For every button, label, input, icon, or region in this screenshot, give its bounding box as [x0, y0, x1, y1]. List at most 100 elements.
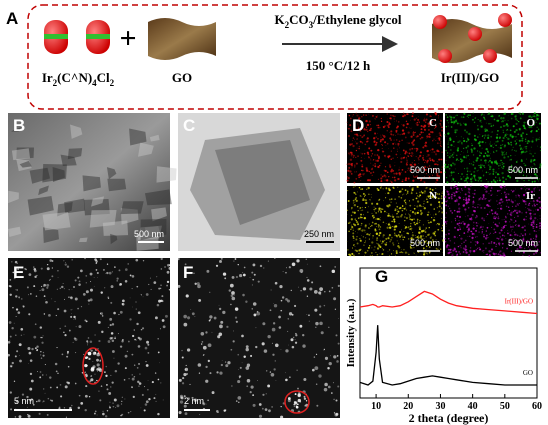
- speck: [476, 215, 478, 217]
- speck: [233, 330, 235, 332]
- speck: [335, 399, 338, 402]
- speck: [33, 268, 37, 271]
- speck: [109, 317, 113, 321]
- speck: [526, 133, 528, 136]
- speck: [371, 215, 374, 217]
- speck: [369, 200, 371, 202]
- speck: [157, 337, 159, 340]
- speck: [414, 176, 416, 178]
- speck: [439, 248, 442, 250]
- speck: [166, 270, 170, 274]
- speck: [400, 154, 401, 155]
- speck: [463, 198, 465, 201]
- speck: [419, 191, 421, 194]
- speck: [389, 131, 391, 133]
- speck: [270, 289, 272, 291]
- speck: [493, 143, 495, 145]
- speck: [93, 285, 95, 287]
- speck: [419, 156, 420, 158]
- speck: [355, 133, 358, 136]
- speck: [499, 251, 501, 253]
- speck: [416, 236, 419, 239]
- speck: [380, 216, 382, 218]
- speck: [147, 343, 150, 346]
- speck: [455, 198, 458, 200]
- speck: [154, 316, 158, 320]
- speck: [438, 197, 440, 200]
- speck: [413, 177, 414, 179]
- speck: [468, 132, 471, 136]
- speck: [533, 162, 535, 165]
- speck: [112, 402, 114, 404]
- speck: [151, 381, 154, 384]
- speck: [235, 275, 239, 279]
- x-tick-label: 50: [500, 401, 510, 412]
- speck: [89, 272, 93, 276]
- speck: [28, 363, 29, 364]
- speck: [479, 227, 481, 229]
- speck: [137, 311, 141, 315]
- speck: [497, 130, 499, 132]
- speck: [533, 115, 536, 118]
- speck: [465, 244, 467, 247]
- speck: [406, 122, 409, 126]
- speck: [513, 231, 516, 233]
- speck: [485, 198, 487, 200]
- speck: [249, 391, 252, 394]
- speck: [183, 322, 188, 327]
- speck: [416, 195, 419, 197]
- speck: [354, 133, 357, 136]
- speck: [488, 173, 490, 175]
- speck: [360, 157, 362, 159]
- speck: [431, 174, 434, 176]
- speck: [449, 115, 451, 118]
- speck: [448, 167, 451, 170]
- speck: [425, 145, 428, 148]
- speck: [534, 204, 536, 207]
- speck: [406, 193, 407, 195]
- speck: [138, 363, 140, 365]
- speck: [370, 233, 371, 234]
- speck: [395, 129, 398, 132]
- speck: [418, 226, 421, 229]
- speck: [97, 320, 101, 324]
- speck: [381, 175, 384, 178]
- speck: [427, 253, 429, 255]
- speck: [525, 128, 527, 130]
- speck: [520, 154, 522, 155]
- speck: [481, 141, 484, 144]
- scale-bar-label: 5 nm: [14, 396, 34, 406]
- speck: [131, 374, 133, 376]
- speck: [538, 222, 542, 225]
- speck: [454, 168, 456, 170]
- speck: [460, 140, 462, 142]
- speck: [504, 119, 506, 121]
- speck: [520, 187, 523, 190]
- speck: [435, 181, 437, 184]
- speck: [293, 405, 296, 407]
- speck: [441, 211, 444, 214]
- speck: [539, 206, 542, 209]
- speck: [179, 400, 184, 404]
- speck: [354, 218, 356, 220]
- speck: [71, 289, 73, 290]
- speck: [445, 149, 447, 152]
- speck: [522, 124, 526, 128]
- speck: [357, 155, 359, 158]
- speck: [111, 350, 115, 353]
- speck: [447, 232, 450, 235]
- speck: [499, 199, 501, 201]
- speck: [356, 235, 358, 238]
- speck: [88, 395, 91, 398]
- speck: [392, 133, 395, 136]
- speck: [401, 180, 404, 183]
- speck: [479, 248, 481, 251]
- speck: [10, 408, 13, 411]
- speck: [510, 143, 513, 146]
- speck: [312, 368, 315, 372]
- speck: [330, 392, 333, 394]
- speck: [30, 293, 32, 295]
- speck: [469, 170, 471, 172]
- speck: [80, 306, 83, 308]
- speck: [522, 199, 523, 200]
